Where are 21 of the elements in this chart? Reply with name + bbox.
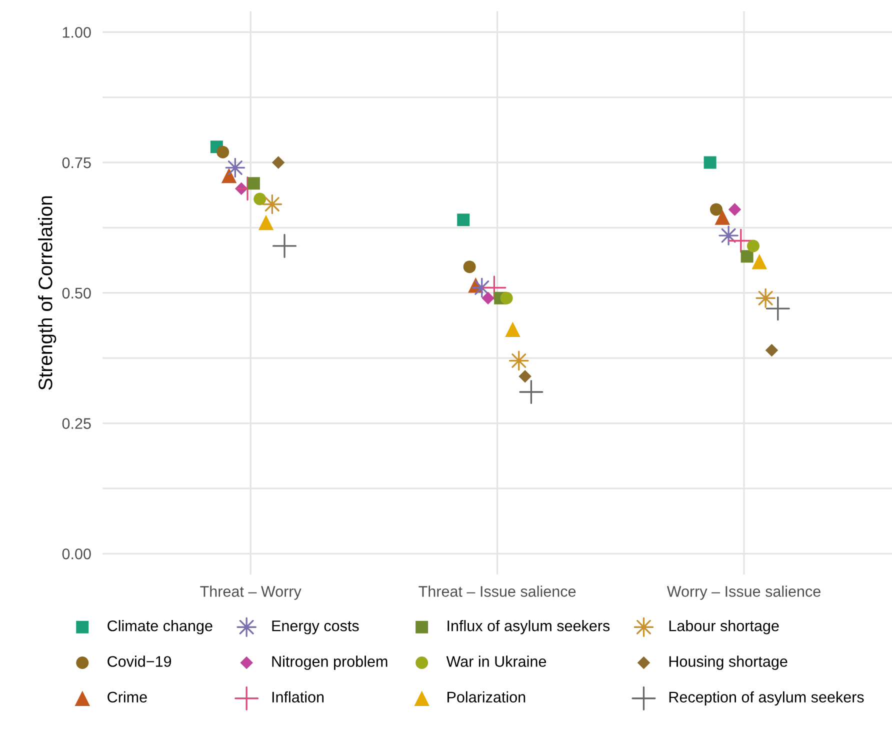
legend-label: Housing shortage bbox=[669, 656, 788, 670]
legend-label: Influx of asylum seekers bbox=[448, 620, 610, 634]
legend-label: Crime bbox=[108, 691, 147, 703]
y-tick-label: 0.25 bbox=[62, 418, 91, 429]
y-tick-label: 1.00 bbox=[62, 26, 91, 38]
legend-label: Covid−19 bbox=[108, 656, 172, 667]
legend-label: Polarization bbox=[448, 691, 526, 703]
x-tick-label: Threat – Worry bbox=[200, 586, 302, 600]
y-tick-label: 0.00 bbox=[62, 548, 91, 560]
legend-label: War in Ukraine bbox=[446, 656, 546, 667]
y-tick-label: 0.50 bbox=[62, 288, 91, 299]
legend-label: Reception of asylum seekers bbox=[669, 691, 864, 706]
legend-label: Nitrogen problem bbox=[272, 656, 388, 670]
y-tick-label: 0.75 bbox=[62, 157, 91, 168]
legend-label: Climate change bbox=[108, 620, 212, 634]
x-tick-label: Threat – Issue salience bbox=[418, 586, 576, 597]
y-axis-title: Strength of Correlation bbox=[38, 196, 56, 390]
legend-label: Labour shortage bbox=[669, 620, 779, 634]
legend-label: Energy costs bbox=[272, 620, 359, 634]
legend-label: Inflation bbox=[272, 691, 324, 703]
x-tick-label: Worry – Issue salience bbox=[666, 586, 820, 600]
